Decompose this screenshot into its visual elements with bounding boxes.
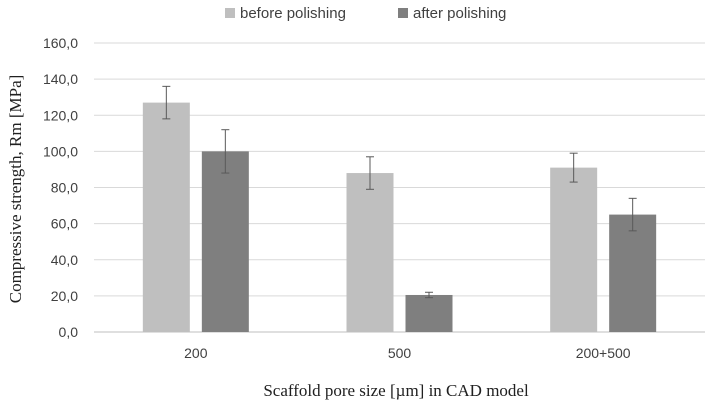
gridlines [94,42,705,333]
y-tick-label: 40,0 [51,252,78,268]
y-tick-label: 100,0 [43,143,78,159]
y-tick-label: 60,0 [51,216,78,232]
y-tick-label: 120,0 [43,107,78,123]
x-axis-title: Scaffold pore size [µm] in CAD model [263,381,529,400]
legend-swatch [225,8,235,18]
bar [142,102,190,332]
legend: before polishing after polishing [225,5,506,22]
legend-label: after polishing [413,5,506,22]
x-tick-label: 200 [184,345,208,361]
bar [550,167,598,332]
y-tick-label: 0,0 [59,324,79,340]
bar [609,214,657,332]
x-tick-label: 200+500 [576,345,631,361]
legend-swatch [398,8,408,18]
y-axis-title: Compressive strength, Rm [MPa] [6,75,25,304]
legend-label: before polishing [240,5,346,22]
error-bars [162,85,637,299]
y-tick-label: 140,0 [43,71,78,87]
y-axis-ticks: 0,0 20,0 40,0 60,0 80,0 100,0 120,0 140,0 160,0 [43,35,78,340]
bar [346,173,394,332]
bar [201,151,249,332]
y-tick-label: 80,0 [51,180,78,196]
y-tick-label: 20,0 [51,288,78,304]
y-tick-label: 160,0 [43,35,78,51]
x-tick-label: 500 [388,345,412,361]
x-axis-ticks: 200 500 200+500 [184,345,631,361]
bar [405,294,453,332]
bars [142,102,657,332]
